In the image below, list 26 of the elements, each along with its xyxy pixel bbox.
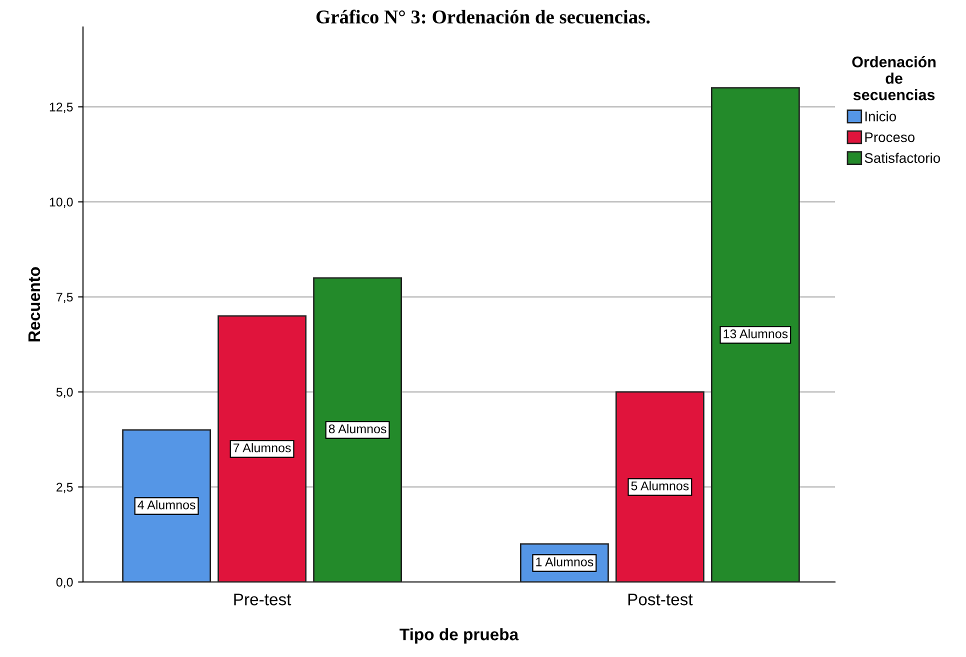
bar (218, 315, 307, 582)
data-label: 13 Alumnos (724, 329, 788, 338)
bar (122, 429, 212, 582)
bar (615, 391, 704, 582)
y-tick-label: 7,5 (56, 292, 73, 304)
x-axis-title: Tipo de prueba (400, 628, 519, 644)
data-label: 4 Alumnos (138, 500, 196, 510)
y-tick-label: 10,0 (50, 198, 73, 208)
x-tick-label: Post-test (628, 594, 693, 606)
y-tick-label: 12,5 (50, 102, 73, 113)
legend-label: Proceso (865, 132, 915, 142)
x-tick-label: Pre-test (234, 594, 292, 606)
legend-title: Ordenación de secuencias (852, 56, 936, 100)
y-tick-label: 0,0 (56, 578, 73, 588)
data-label: 1 Alumnos (536, 557, 594, 566)
y-tick-label: 2,5 (56, 482, 73, 494)
y-axis-title: Recuento (28, 267, 40, 342)
y-tick-label: 5,0 (56, 388, 73, 398)
data-label: 7 Alumnos (234, 443, 291, 452)
data-label: 8 Alumnos (328, 424, 386, 434)
legend-label: Inicio (865, 111, 896, 122)
chart-title: Gráfico N° 3: Ordenación de secuencias. (316, 10, 650, 24)
bar (313, 277, 402, 582)
legend-label: Satisfactorio (864, 152, 940, 163)
data-label: 5 Alumnos (631, 481, 689, 490)
bar (710, 87, 800, 582)
